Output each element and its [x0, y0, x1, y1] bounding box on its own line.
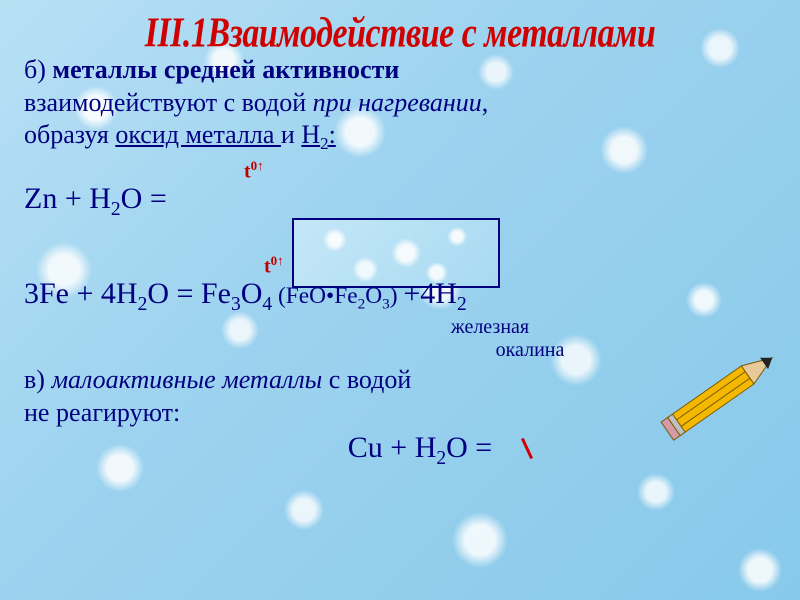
- eq2-b: 2: [138, 294, 148, 315]
- eq2-l: +4H: [403, 277, 457, 310]
- b3-u2-sub: 2: [320, 134, 328, 153]
- eq2-g: (FeO•Fe: [272, 283, 358, 309]
- answer-box-fill: [294, 220, 498, 286]
- eq3-c: O =: [446, 431, 492, 464]
- v-post: с водой: [322, 365, 411, 394]
- eq3-b: 2: [436, 448, 446, 469]
- t0b-sup: 0↑: [271, 253, 284, 268]
- v-line2: не реагируют:: [24, 398, 180, 427]
- eq2-j: 3: [382, 296, 390, 313]
- eq2-k: ): [390, 283, 404, 309]
- slide-title: III.1Взаимодействие с металлами: [24, 10, 776, 58]
- slide: III.1Взаимодействие с металлами б) метал…: [0, 0, 800, 600]
- eq2-c: O = Fe: [147, 277, 231, 310]
- v-prefix: в): [24, 365, 51, 394]
- content: III.1Взаимодействие с металлами б) метал…: [24, 10, 776, 470]
- b3-u2-post: :: [329, 120, 336, 149]
- b2-pre: взаимодействуют с водой: [24, 88, 313, 117]
- eq3-a: Cu + H: [348, 431, 437, 464]
- b3-u2-pre: Н: [301, 120, 320, 149]
- b2-ital: при нагревании: [313, 88, 482, 117]
- eq2-e: O: [241, 277, 263, 310]
- v-ital: малоактивные металлы: [51, 365, 322, 394]
- eq2-d: 3: [231, 294, 241, 315]
- eq1-sub: 2: [111, 199, 121, 220]
- eq2-a: 3Fe + 4H: [24, 277, 138, 310]
- paragraph-b: б) металлы средней активности взаимодейс…: [24, 54, 776, 154]
- temperature-label-2: t0↑: [264, 253, 284, 279]
- eq2-f: 4: [262, 294, 272, 315]
- eq1-pre: Zn + H: [24, 182, 111, 215]
- eq2-paren: (FeO•Fe2O3): [272, 283, 403, 309]
- b3-u1: оксид металла: [115, 120, 281, 149]
- strike-icon: [521, 438, 533, 459]
- temperature-label-1: t0↑: [244, 158, 264, 184]
- t0b-t: t: [264, 256, 271, 278]
- eq2-i: O: [365, 283, 382, 309]
- b2-post: ,: [482, 88, 489, 117]
- b3-pre: образуя: [24, 120, 115, 149]
- pencil-icon: [634, 310, 800, 480]
- t0-sup: 0↑: [251, 158, 264, 173]
- eq1-post: O =: [121, 182, 167, 215]
- equation-1: t0↑ Zn + H2O =: [24, 182, 776, 221]
- b-prefix: б): [24, 55, 52, 84]
- b3-mid: и: [281, 120, 301, 149]
- t0-t: t: [244, 161, 251, 183]
- b-bold: металлы средней активности: [52, 55, 399, 84]
- eq2-m: 2: [457, 294, 467, 315]
